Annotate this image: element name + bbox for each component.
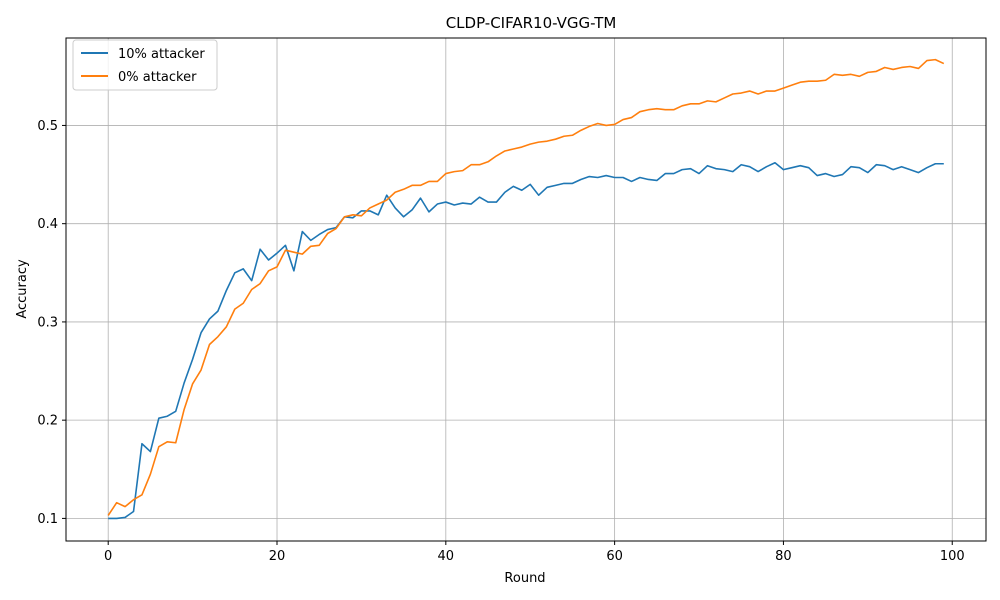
chart-title: CLDP-CIFAR10-VGG-TM (446, 14, 617, 32)
x-tick-label: 0 (104, 549, 112, 564)
series-lines (107, 58, 945, 520)
x-tick-label: 40 (438, 549, 455, 564)
plot-frame (65, 37, 987, 542)
x-tick-label: 100 (940, 549, 965, 564)
legend: 10% attacker 0% attacker (72, 39, 218, 91)
y-tick-label: 0.2 (37, 414, 58, 429)
legend-label-0pct: 0% attacker (118, 70, 197, 85)
x-axis-label: Round (504, 571, 545, 586)
grid (66, 38, 986, 541)
axis-ticks: 0 20 40 60 80 100 0.1 0.2 0.3 0.4 0.5 (37, 119, 964, 564)
y-axis-label: Accuracy (15, 259, 30, 319)
series-line-1 (107, 58, 945, 516)
y-tick-label: 0.1 (37, 512, 58, 527)
series-line-0 (108, 161, 944, 520)
x-tick-label: 80 (775, 549, 792, 564)
legend-box (72, 39, 218, 91)
y-tick-label: 0.5 (37, 119, 58, 134)
x-tick-label: 20 (269, 549, 286, 564)
x-tick-label: 60 (606, 549, 623, 564)
y-tick-label: 0.3 (37, 315, 58, 330)
y-tick-label: 0.4 (37, 217, 58, 232)
legend-label-10pct: 10% attacker (118, 47, 205, 62)
